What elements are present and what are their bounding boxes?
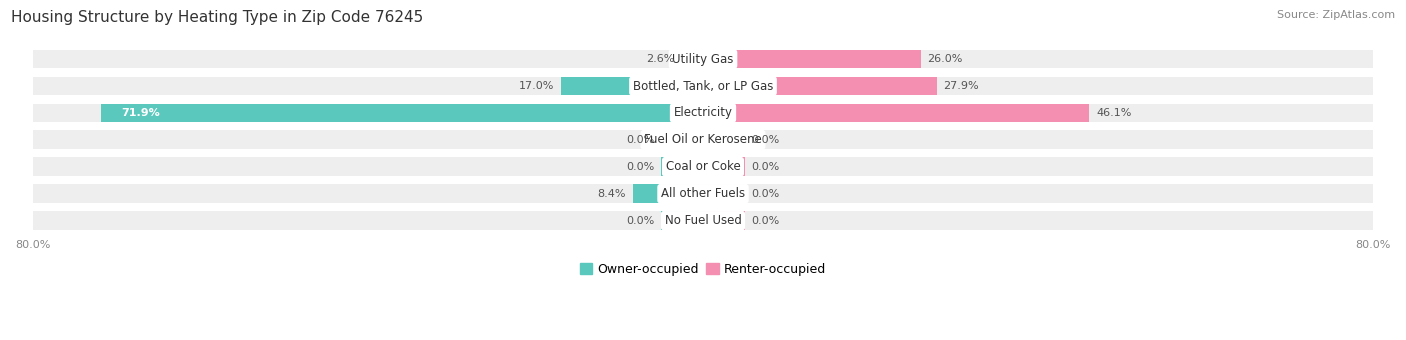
Text: 71.9%: 71.9%	[121, 108, 160, 118]
Bar	[703, 50, 921, 68]
Text: Source: ZipAtlas.com: Source: ZipAtlas.com	[1277, 10, 1395, 20]
Bar	[703, 184, 745, 203]
Text: Housing Structure by Heating Type in Zip Code 76245: Housing Structure by Heating Type in Zip…	[11, 10, 423, 25]
Text: Electricity: Electricity	[673, 106, 733, 119]
Bar	[703, 103, 1090, 122]
Bar	[703, 76, 936, 96]
Bar	[682, 50, 703, 68]
Legend: Owner-occupied, Renter-occupied: Owner-occupied, Renter-occupied	[575, 258, 831, 281]
Text: All other Fuels: All other Fuels	[661, 187, 745, 200]
Text: No Fuel Used: No Fuel Used	[665, 214, 741, 227]
Bar	[703, 211, 745, 230]
Bar	[633, 184, 703, 203]
Text: Bottled, Tank, or LP Gas: Bottled, Tank, or LP Gas	[633, 80, 773, 92]
Bar	[32, 131, 1374, 149]
Bar	[661, 131, 703, 149]
Text: 0.0%: 0.0%	[752, 162, 780, 172]
Bar	[32, 184, 1374, 203]
Text: 0.0%: 0.0%	[752, 135, 780, 145]
Text: Fuel Oil or Kerosene: Fuel Oil or Kerosene	[644, 133, 762, 147]
Text: 8.4%: 8.4%	[598, 189, 626, 199]
Text: 46.1%: 46.1%	[1095, 108, 1132, 118]
Bar	[703, 157, 745, 176]
Text: Coal or Coke: Coal or Coke	[665, 160, 741, 173]
Text: 0.0%: 0.0%	[752, 216, 780, 226]
Text: 0.0%: 0.0%	[626, 162, 654, 172]
Bar	[561, 76, 703, 96]
Bar	[661, 211, 703, 230]
Text: 2.6%: 2.6%	[647, 54, 675, 64]
Text: 27.9%: 27.9%	[943, 81, 979, 91]
Text: 26.0%: 26.0%	[928, 54, 963, 64]
Text: 0.0%: 0.0%	[626, 216, 654, 226]
Text: 0.0%: 0.0%	[626, 135, 654, 145]
Bar	[101, 103, 703, 122]
Text: 0.0%: 0.0%	[752, 189, 780, 199]
Bar	[32, 50, 1374, 68]
Bar	[32, 211, 1374, 230]
Bar	[32, 157, 1374, 176]
Bar	[32, 76, 1374, 96]
Text: 17.0%: 17.0%	[519, 81, 554, 91]
Text: Utility Gas: Utility Gas	[672, 53, 734, 66]
Bar	[703, 131, 745, 149]
Bar	[32, 103, 1374, 122]
Bar	[661, 157, 703, 176]
